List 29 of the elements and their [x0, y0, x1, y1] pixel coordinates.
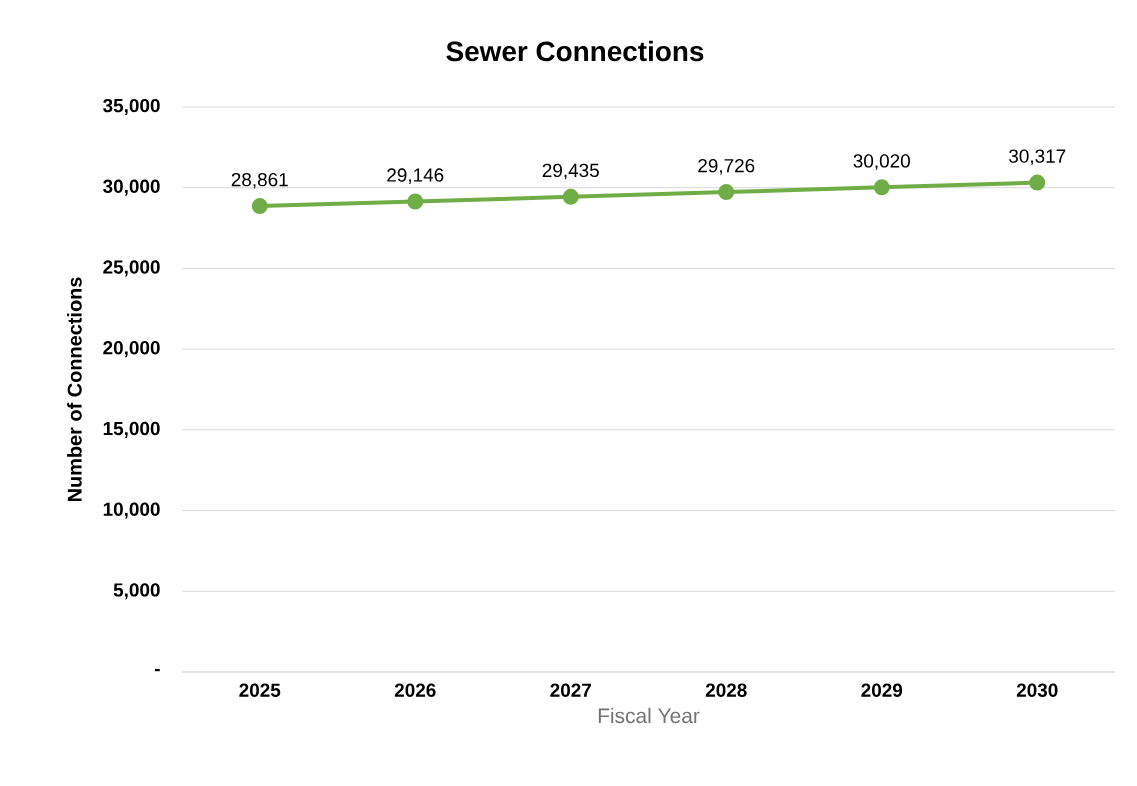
- x-tick-label: 2028: [705, 683, 747, 697]
- y-axis-title: Number of Connections: [67, 277, 82, 502]
- x-tick-label: 2030: [1016, 683, 1058, 697]
- y-tick-label: 5,000: [113, 583, 160, 600]
- data-label: 29,726: [698, 158, 755, 175]
- data-label: 28,861: [231, 172, 288, 189]
- y-tick-label: 35,000: [103, 98, 160, 116]
- y-tick-label: 10,000: [103, 502, 160, 519]
- data-label: 29,146: [387, 168, 444, 184]
- chart-title: Sewer Connections: [446, 40, 704, 62]
- y-tick-label: 25,000: [103, 260, 160, 277]
- x-tick-label: 2029: [861, 683, 903, 697]
- point: [407, 193, 424, 210]
- point: [1029, 174, 1046, 191]
- y-tick-label: -: [154, 668, 160, 672]
- data-label: 29,435: [542, 163, 599, 180]
- point: [251, 198, 268, 215]
- x-tick-label: 2026: [394, 683, 436, 697]
- y-tick-label: 30,000: [103, 179, 160, 196]
- x-tick-label: 2027: [550, 683, 591, 697]
- x-tick-label: 2025: [239, 683, 281, 697]
- y-tick-label: 20,000: [103, 341, 160, 358]
- data-label: 30,020: [853, 154, 910, 170]
- point: [718, 184, 735, 201]
- y-tick-label: 15,000: [103, 421, 160, 438]
- data-label: 30,317: [1009, 149, 1066, 166]
- point: [873, 179, 890, 196]
- point: [562, 188, 579, 205]
- x-axis-title: Fiscal Year: [598, 707, 700, 724]
